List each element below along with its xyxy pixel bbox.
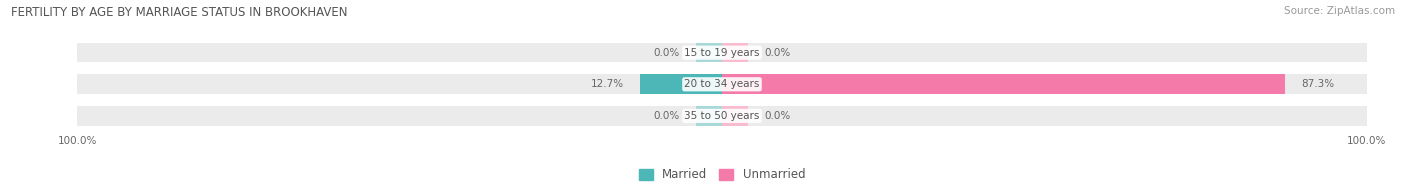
Text: Source: ZipAtlas.com: Source: ZipAtlas.com [1284,6,1395,16]
Bar [723,106,1367,126]
Bar [723,43,748,63]
Bar [640,74,723,94]
Bar [77,106,723,126]
Text: 20 to 34 years: 20 to 34 years [685,79,759,89]
Bar [723,74,1285,94]
Text: 12.7%: 12.7% [591,79,624,89]
Text: 0.0%: 0.0% [654,48,681,58]
Text: 0.0%: 0.0% [654,111,681,121]
Text: 0.0%: 0.0% [763,48,790,58]
Bar [696,106,723,126]
Bar [723,43,1367,63]
Text: 35 to 50 years: 35 to 50 years [685,111,759,121]
Text: 15 to 19 years: 15 to 19 years [685,48,759,58]
Text: 0.0%: 0.0% [763,111,790,121]
Text: FERTILITY BY AGE BY MARRIAGE STATUS IN BROOKHAVEN: FERTILITY BY AGE BY MARRIAGE STATUS IN B… [11,6,347,19]
Text: 87.3%: 87.3% [1301,79,1334,89]
Bar [723,106,748,126]
Bar [77,74,723,94]
Legend: Married, Unmarried: Married, Unmarried [638,168,806,181]
Bar [77,43,723,63]
Bar [723,74,1367,94]
Bar [696,43,723,63]
